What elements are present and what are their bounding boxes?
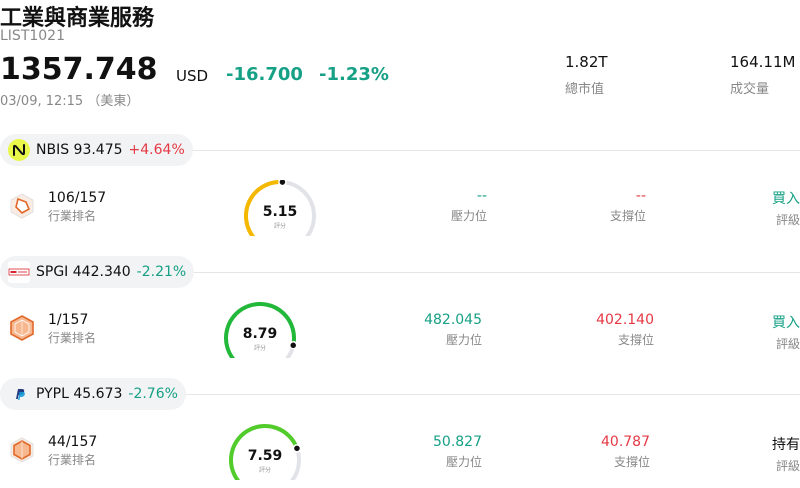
volume-label: 成交量 [730,82,770,97]
industry-rank-icon [10,437,34,463]
paypal-logo-icon [8,383,30,405]
support-value: -- [635,188,646,204]
rating-value: 買入 [772,191,800,207]
rating-label: 評級 [775,213,800,227]
score-gauge-marker [292,444,302,453]
industry-rank-value: 44/157 [48,434,98,450]
score-label: 評分 [273,223,286,230]
stock-symbol: PYPL [36,386,69,402]
resistance-value: -- [476,188,487,204]
stock-change-percent: -2.21% [136,264,187,280]
support-label: 支撐位 [609,209,646,223]
resistance-label: 壓力位 [445,455,482,469]
divider [180,394,800,395]
page-title: 工業與商業服務 [0,6,155,31]
support-value: 40.787 [601,434,650,450]
nbis-logo-icon [8,139,30,161]
price-change-percent: -1.23% [319,64,389,85]
stock-change-percent: +4.64% [128,142,185,158]
resistance-value: 482.045 [424,312,482,328]
score-label: 評分 [253,345,266,352]
score-value: 8.79 [242,326,278,342]
resistance-value: 50.827 [433,434,482,450]
industry-rank-value: 1/157 [48,312,89,328]
stock-pill-pypl[interactable]: PYPL 45.673 -2.76% [0,378,186,410]
score-gauge: 8.79 評分 [215,302,305,365]
rating-label: 評級 [775,337,800,351]
stock-price: 442.340 [72,264,131,280]
score-label: 評分 [258,467,271,474]
stock-price: 45.673 [73,386,123,402]
industry-rank-label: 行業排名 [48,209,97,223]
stock-pill-spgi[interactable]: SPGI 442.340 -2.21% [0,256,195,288]
score-value: 7.59 [247,448,283,464]
index-price: 1357.748 [0,52,158,87]
support-value: 402.140 [596,312,654,328]
score-gauge-fill [224,302,296,365]
score-gauge-marker [278,177,287,187]
market-cap-label: 總市值 [565,82,605,97]
timestamp: 03/09, 12:15 （美東） [0,94,140,109]
score-gauge-marker [288,341,298,350]
rating-value: 持有 [772,437,800,453]
industry-rank-icon [10,315,34,341]
divider [180,150,800,151]
stock-card-spgi[interactable]: SPGI 442.340 -2.21% 1/157 行業排名 8.79 評分 4… [0,256,800,378]
stock-change-percent: -2.76% [128,386,178,402]
support-label: 支撐位 [617,333,654,347]
rating-label: 評級 [775,459,800,473]
score-value: 5.15 [262,204,298,220]
industry-rank-icon [10,193,34,219]
stock-price: 93.475 [73,142,123,158]
stock-symbol: NBIS [36,142,70,158]
stock-card-pypl[interactable]: PYPL 45.673 -2.76% 44/157 行業排名 7.59 評分 5… [0,378,800,488]
support-label: 支撐位 [613,455,650,469]
stock-card-nbis[interactable]: NBIS 93.475 +4.64% 106/157 行業排名 5.15 評分 … [0,134,800,256]
rating-value: 買入 [772,315,800,331]
industry-rank-label: 行業排名 [48,453,97,467]
stock-pill-nbis[interactable]: NBIS 93.475 +4.64% [0,134,193,166]
currency-label: USD [176,67,209,85]
industry-rank-label: 行業排名 [48,331,97,345]
market-cap-value: 1.82T [565,53,608,71]
score-gauge: 5.15 評分 [235,177,325,243]
index-code: LIST1021 [0,28,65,44]
industry-rank-value: 106/157 [48,190,107,206]
score-gauge-fill [229,424,299,487]
score-gauge: 7.59 評分 [220,424,310,487]
volume-value: 164.11M [730,53,796,71]
spgi-logo-icon [8,261,30,283]
price-change: -16.700 [226,64,303,85]
divider [180,272,800,273]
stock-symbol: SPGI [36,264,69,280]
resistance-label: 壓力位 [450,209,487,223]
score-gauge-fill [244,180,285,243]
resistance-label: 壓力位 [445,333,482,347]
